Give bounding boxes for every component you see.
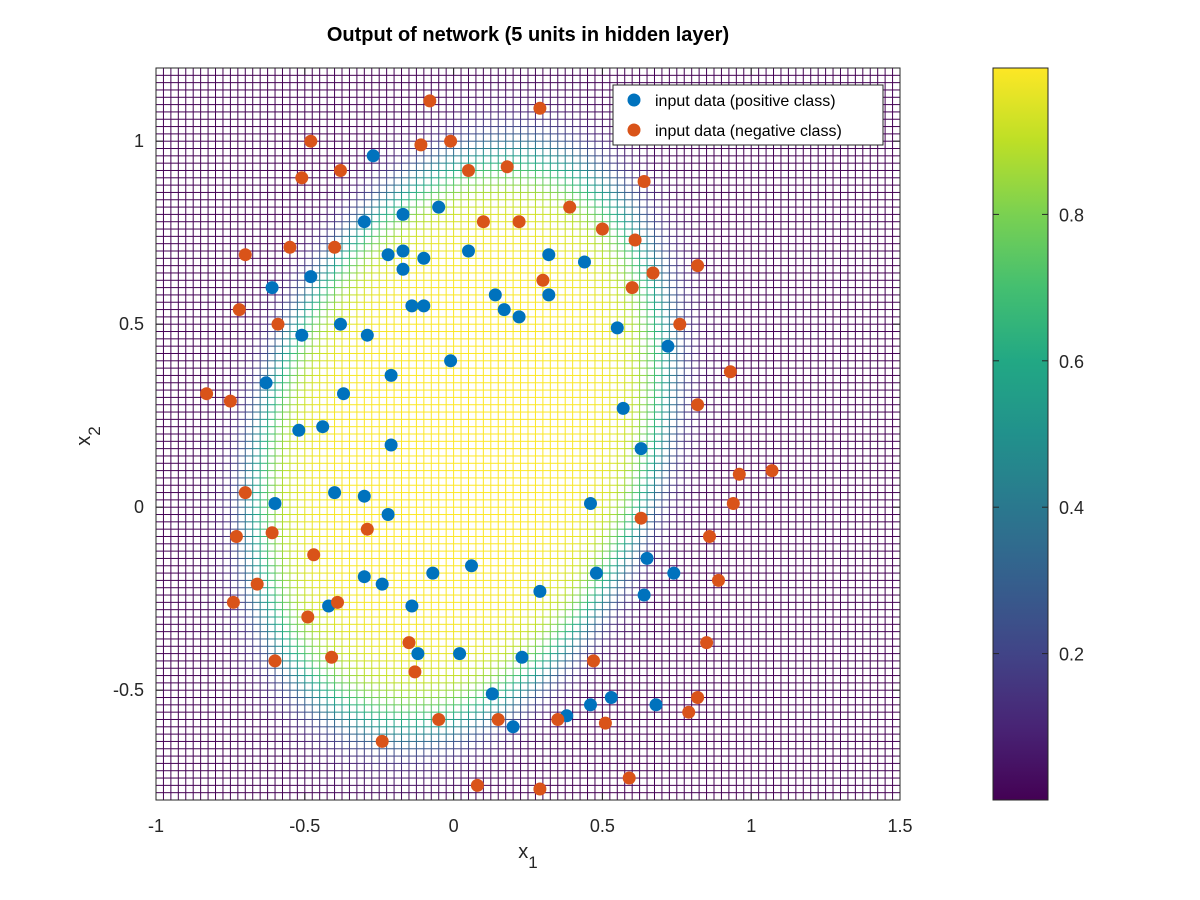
surface-mesh — [156, 68, 900, 800]
chart-title: Output of network (5 units in hidden lay… — [327, 24, 729, 46]
